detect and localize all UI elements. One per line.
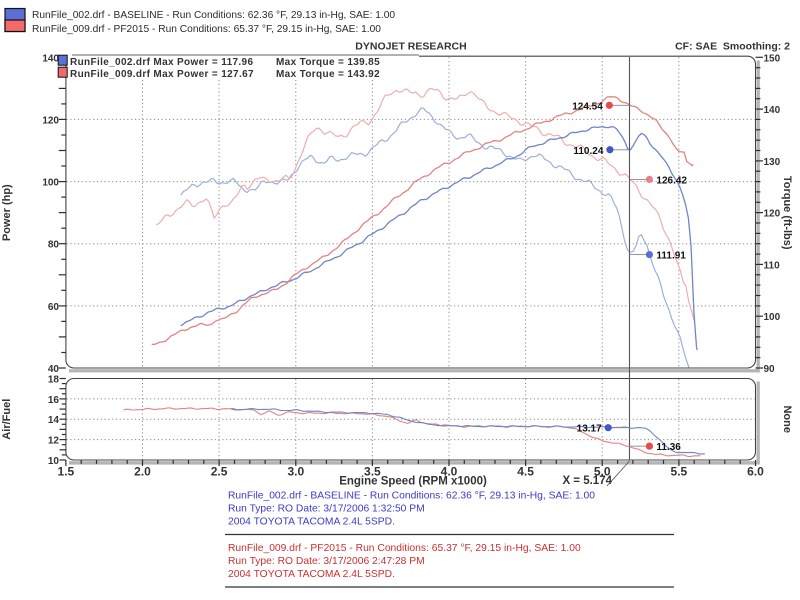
svg-text:5.5: 5.5 — [671, 465, 688, 479]
svg-text:2.0: 2.0 — [134, 465, 151, 479]
svg-text:140: 140 — [42, 53, 59, 64]
svg-text:Run Type: RO Date: 3/17/2006: Run Type: RO Date: 3/17/2006 1:32:50 PM — [228, 504, 425, 515]
svg-text:110: 110 — [764, 260, 781, 271]
svg-text:126.42: 126.42 — [656, 175, 687, 186]
svg-text:Run Type: RO Date: 3/17/2006: Run Type: RO Date: 3/17/2006 2:47:28 PM — [228, 556, 425, 567]
svg-text:RunFile_009.drf - PF2015 - R: RunFile_009.drf - PF2015 - Run Condition… — [32, 24, 381, 35]
svg-text:Power (hp): Power (hp) — [1, 184, 13, 241]
svg-text:4.5: 4.5 — [517, 465, 534, 479]
svg-text:CF: SAE Smoothing: 2: CF: SAE Smoothing: 2 — [675, 41, 790, 53]
svg-text:130: 130 — [764, 157, 781, 168]
svg-text:10: 10 — [48, 456, 60, 467]
svg-text:RunFile_002.drf - BASELINE -: RunFile_002.drf - BASELINE - Run Conditi… — [228, 491, 595, 502]
svg-text:120: 120 — [42, 115, 59, 126]
svg-text:110.24: 110.24 — [573, 146, 603, 157]
svg-text:16: 16 — [48, 395, 60, 406]
svg-text:140: 140 — [764, 105, 781, 116]
svg-text:RunFile_009.drf - PF2015 - R: RunFile_009.drf - PF2015 - Run Condition… — [228, 543, 581, 554]
svg-text:3.5: 3.5 — [364, 465, 381, 479]
svg-text:None: None — [781, 405, 793, 433]
svg-text:90: 90 — [764, 364, 776, 375]
svg-text:RunFile_009.drf Max Power = 12: RunFile_009.drf Max Power = 127.67 — [70, 69, 254, 80]
svg-text:12: 12 — [48, 436, 60, 447]
svg-text:2.5: 2.5 — [211, 465, 228, 479]
svg-text:6.0: 6.0 — [747, 465, 764, 479]
svg-text:100: 100 — [42, 178, 59, 189]
svg-text:124.54: 124.54 — [572, 101, 603, 112]
svg-text:18: 18 — [48, 375, 60, 386]
svg-text:Torque (ft-lbs): Torque (ft-lbs) — [781, 176, 793, 250]
svg-text:3.0: 3.0 — [287, 465, 304, 479]
svg-text:13.17: 13.17 — [577, 424, 602, 435]
svg-text:100: 100 — [764, 312, 781, 323]
svg-text:1.5: 1.5 — [58, 465, 75, 479]
svg-text:Engine Speed (RPM x1000): Engine Speed (RPM x1000) — [339, 476, 487, 488]
svg-text:X = 5.174: X = 5.174 — [562, 475, 612, 487]
svg-text:40: 40 — [48, 364, 60, 375]
svg-text:Air/Fuel: Air/Fuel — [1, 399, 13, 440]
svg-text:RunFile_002.drf - BASELINE -: RunFile_002.drf - BASELINE - Run Conditi… — [32, 10, 395, 21]
svg-text:120: 120 — [764, 209, 781, 220]
svg-text:2004 TOYOTA TACOMA 2.4L 5SPD.: 2004 TOYOTA TACOMA 2.4L 5SPD. — [228, 569, 395, 580]
svg-text:4.0: 4.0 — [441, 465, 458, 479]
svg-text:DYNOJET RESEARCH: DYNOJET RESEARCH — [355, 41, 466, 53]
svg-text:11.36: 11.36 — [656, 442, 681, 453]
svg-text:14: 14 — [48, 415, 60, 426]
svg-text:60: 60 — [48, 302, 60, 313]
svg-text:2004 TOYOTA TACOMA 2.4L 5SPD.: 2004 TOYOTA TACOMA 2.4L 5SPD. — [228, 517, 395, 528]
svg-text:RunFile_002.drf Max Power = 11: RunFile_002.drf Max Power = 117.96 — [70, 57, 253, 68]
svg-text:150: 150 — [764, 53, 781, 64]
svg-text:Max Torque = 143.92: Max Torque = 143.92 — [276, 69, 380, 80]
svg-text:5.0: 5.0 — [594, 465, 611, 479]
svg-text:80: 80 — [48, 240, 60, 251]
svg-text:111.91: 111.91 — [656, 251, 686, 262]
svg-text:Max Torque = 139.85: Max Torque = 139.85 — [276, 57, 380, 68]
